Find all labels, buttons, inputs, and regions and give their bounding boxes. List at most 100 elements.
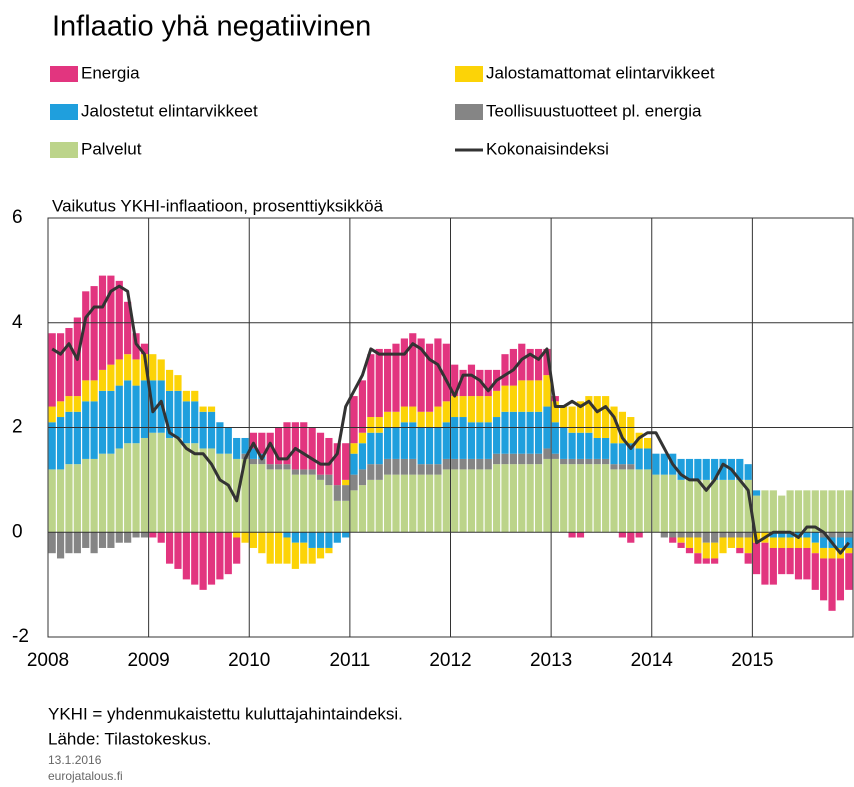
bar: [258, 464, 266, 533]
bar: [182, 390, 190, 402]
bar: [82, 380, 90, 402]
bar: [266, 464, 274, 470]
bar: [669, 537, 677, 543]
bar: [585, 432, 593, 459]
bar: [316, 479, 325, 533]
bar: [392, 343, 400, 412]
bar: [350, 490, 358, 533]
bar: [627, 443, 635, 465]
bar: [434, 427, 442, 465]
bar: [350, 396, 358, 444]
bar: [836, 558, 845, 601]
bar: [677, 458, 685, 480]
bar: [467, 364, 476, 397]
bar: [291, 542, 299, 569]
bar: [560, 427, 568, 459]
bar: [140, 437, 149, 533]
bar: [266, 469, 274, 533]
bar: [576, 432, 585, 459]
bar: [65, 327, 73, 397]
bar: [107, 275, 115, 365]
bar: [811, 542, 819, 554]
bar: [249, 448, 258, 459]
bar: [291, 474, 299, 533]
bar: [342, 443, 350, 480]
bar: [845, 532, 853, 538]
bar: [752, 495, 761, 533]
source: eurojatalous.fi: [48, 769, 123, 783]
line: [51, 284, 850, 555]
bar: [509, 453, 517, 465]
bar: [409, 406, 417, 423]
bar: [769, 532, 777, 538]
bar: [358, 443, 367, 470]
bar: [518, 411, 526, 454]
bar: [442, 422, 450, 459]
bar: [711, 542, 719, 559]
bar: [342, 500, 350, 533]
bar: [568, 464, 576, 533]
bar: [115, 448, 123, 533]
bar: [249, 464, 258, 533]
bar: [325, 485, 333, 533]
bar: [124, 443, 132, 533]
bar: [56, 532, 65, 559]
bar: [333, 443, 341, 486]
bar: [493, 417, 501, 454]
bar: [90, 286, 98, 381]
bar: [501, 453, 509, 465]
bar: [400, 406, 408, 423]
bar: [685, 532, 694, 538]
bar: [643, 448, 652, 470]
bar: [459, 396, 467, 418]
bar: [845, 553, 853, 590]
bar: [132, 532, 140, 538]
bar: [568, 458, 576, 465]
legend-label: Teollisuustuotteet pl. energia: [486, 101, 702, 120]
bar: [727, 532, 736, 538]
bar: [90, 458, 98, 533]
bar: [534, 453, 543, 465]
bar: [526, 348, 534, 381]
bar: [308, 469, 316, 475]
bar: [283, 537, 291, 564]
bar: [794, 490, 803, 533]
bar: [48, 406, 56, 423]
bar: [526, 411, 534, 454]
bar: [803, 490, 811, 533]
bar: [719, 479, 727, 533]
bar: [568, 432, 576, 459]
bar: [752, 490, 761, 496]
bar: [526, 464, 534, 533]
bar: [417, 338, 425, 412]
bar: [434, 464, 442, 475]
bar: [484, 396, 492, 423]
bar: [82, 532, 90, 548]
bar: [551, 458, 559, 533]
bar: [610, 406, 618, 444]
bar: [484, 458, 492, 470]
bar: [836, 532, 845, 538]
bar: [384, 411, 392, 428]
bar: [568, 532, 576, 538]
bar: [501, 354, 509, 386]
bar: [694, 532, 702, 538]
bar: [769, 490, 777, 533]
bar: [560, 406, 568, 428]
bar: [124, 380, 132, 444]
bar: [434, 338, 442, 407]
bar: [685, 547, 694, 554]
bar: [551, 401, 559, 423]
bar: [677, 542, 685, 548]
bar: [736, 537, 744, 548]
bar: [602, 458, 610, 465]
bar: [828, 490, 836, 533]
bar: [702, 458, 710, 480]
bar: [811, 532, 819, 543]
bar: [308, 474, 316, 533]
bar: [828, 558, 836, 611]
bar: [685, 537, 694, 548]
x-tick-label: 2011: [329, 650, 370, 671]
bar: [593, 464, 601, 533]
bar: [602, 464, 610, 533]
